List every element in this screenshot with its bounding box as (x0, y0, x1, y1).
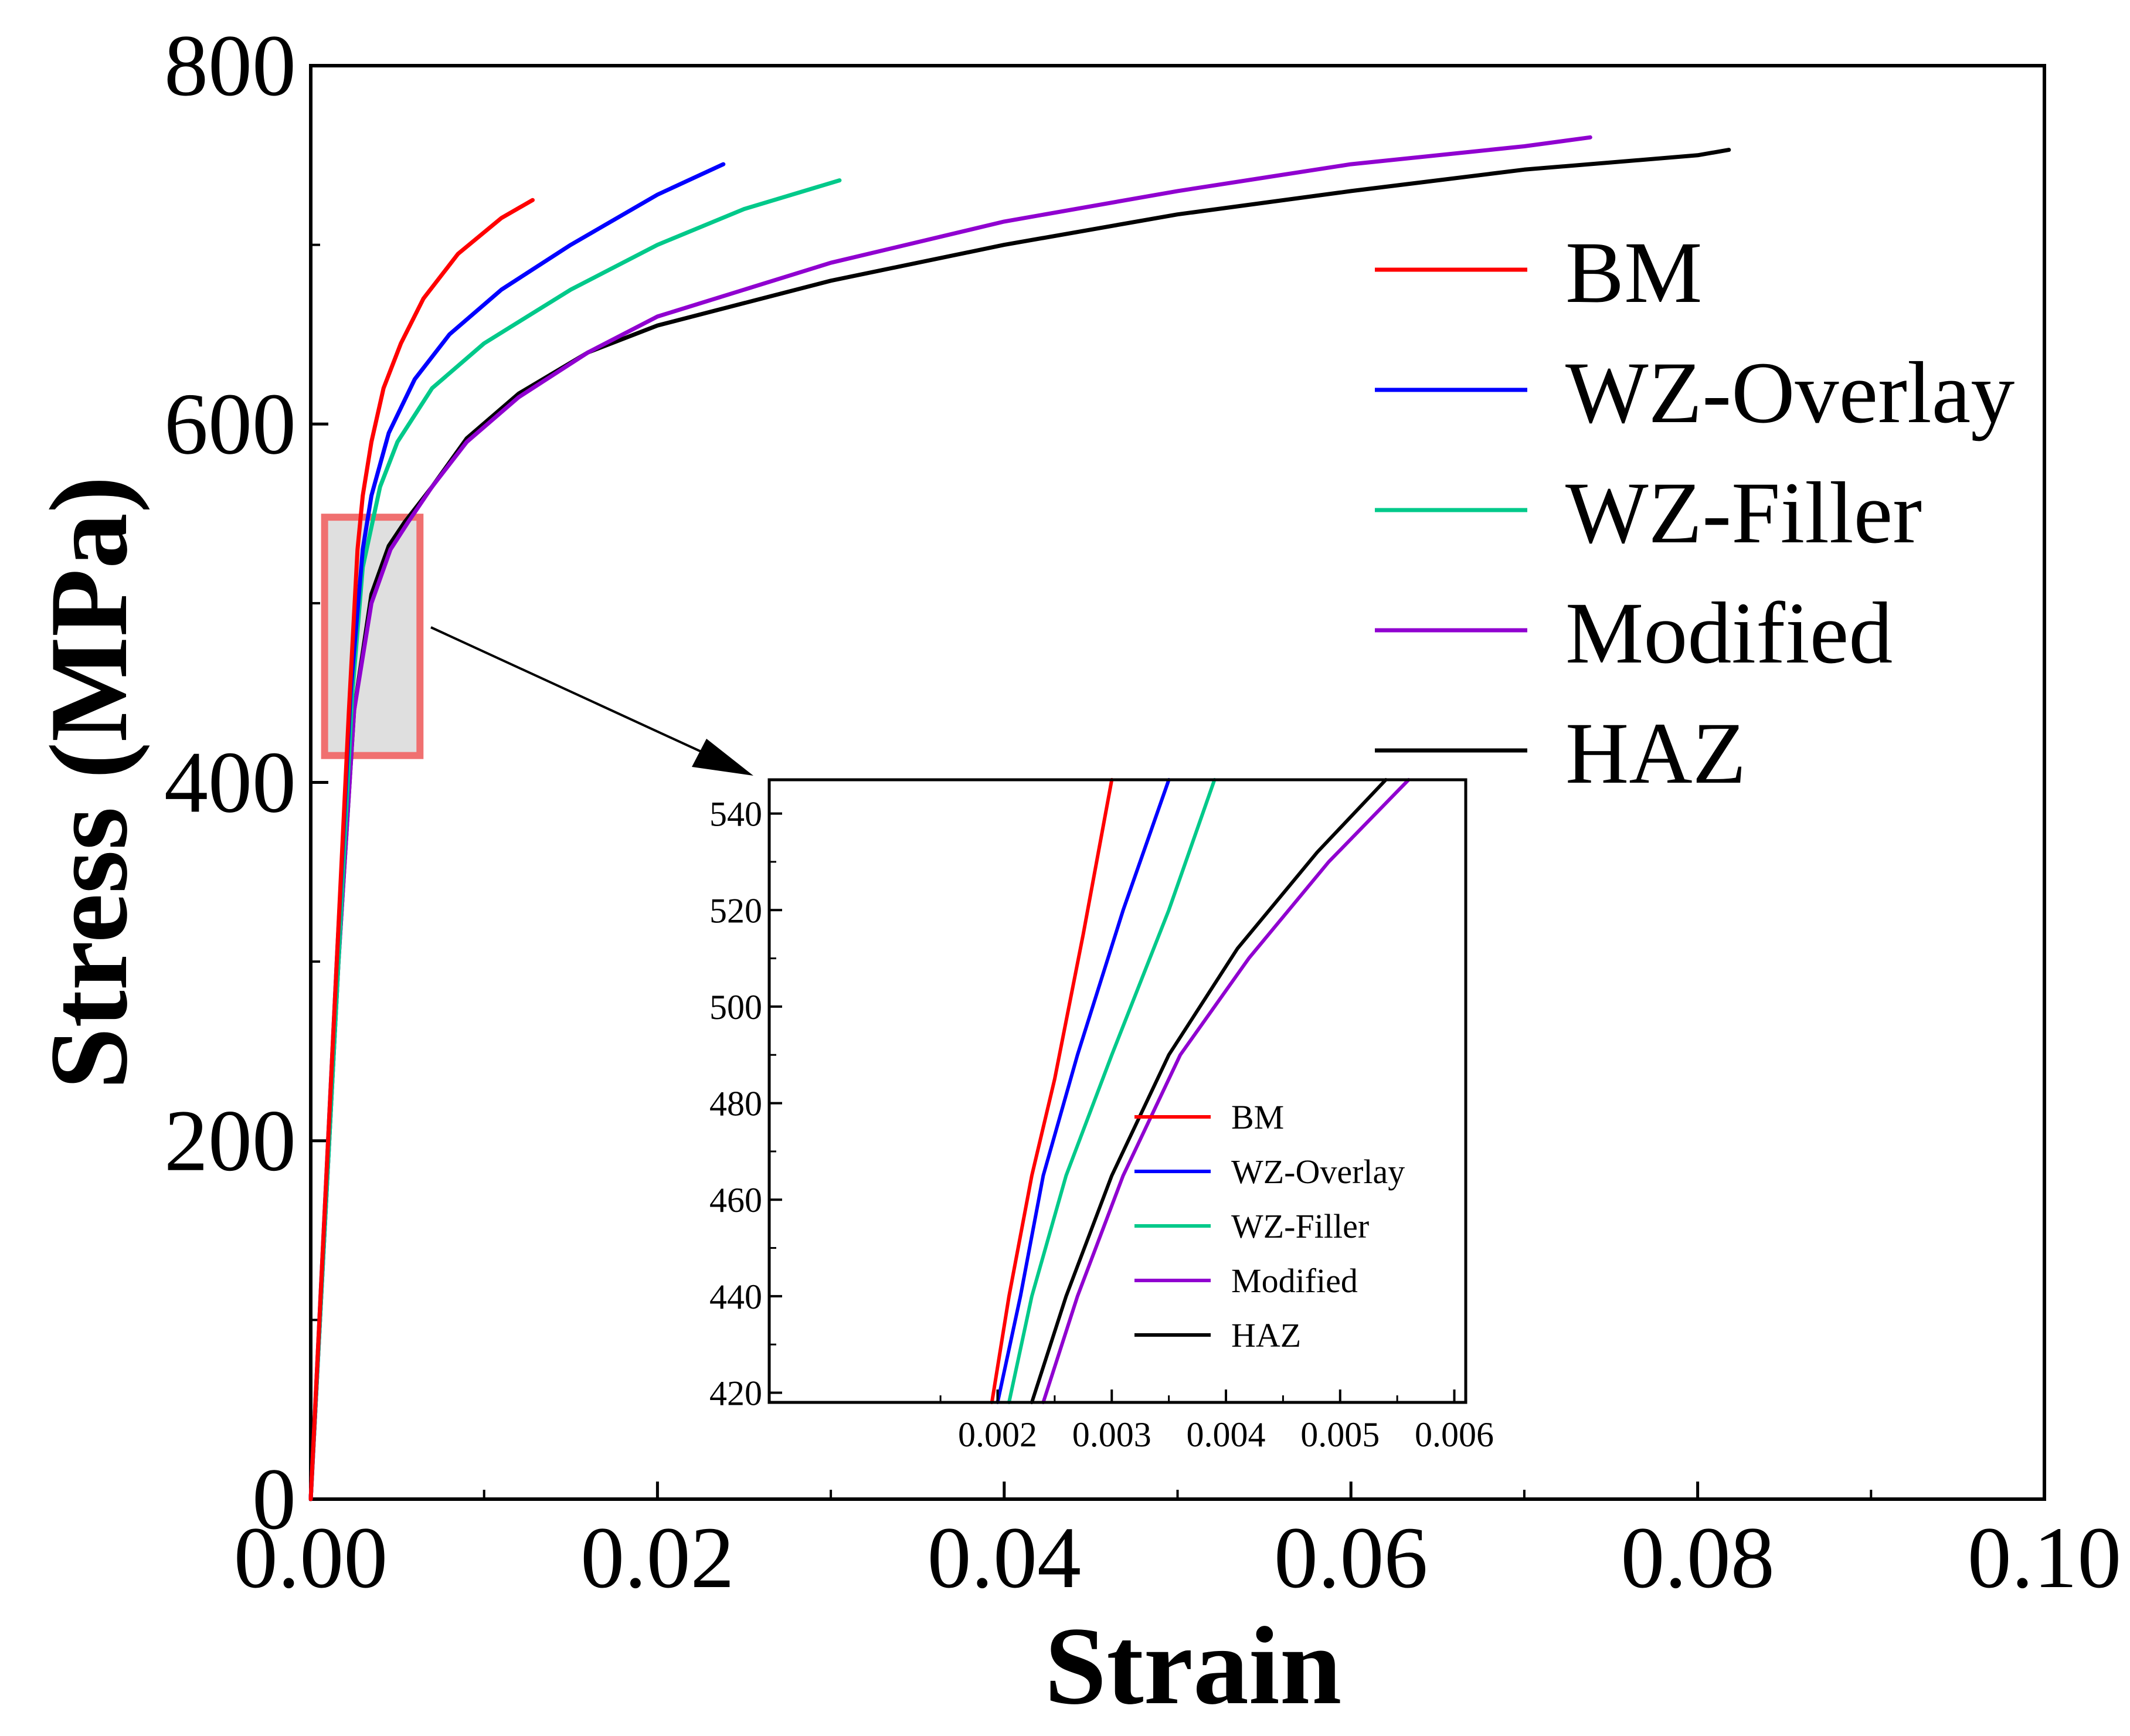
legend-label-haz: HAZ (1565, 705, 1746, 802)
inset-legend-label-wz-filler: WZ-Filler (1231, 1207, 1369, 1245)
x-tick-label: 0.02 (580, 1509, 735, 1606)
y-tick-label: 0 (252, 1450, 296, 1548)
main-tick-labels: 0.00 0.02 0.04 0.06 0.08 0.10 0 200 400 600 800 (164, 17, 2121, 1606)
inset-legend-label-bm: BM (1231, 1098, 1284, 1136)
inset-y-tick-label: 420 (709, 1374, 762, 1413)
inset-x-tick-label: 0.004 (1187, 1415, 1266, 1454)
inset-series-lines (990, 778, 1411, 1404)
inset-axis-ticks (769, 812, 1456, 1402)
legend-label-wz-overlay: WZ-Overlay (1565, 344, 2015, 441)
main-legend: BM WZ-Overlay WZ-Filler Modified HAZ (1375, 224, 2015, 802)
inset-background (769, 780, 1466, 1402)
x-tick-label: 0.06 (1274, 1509, 1428, 1606)
main-axis-ticks (309, 64, 2046, 1501)
x-tick-label: 0.08 (1621, 1509, 1775, 1606)
y-tick-label: 800 (164, 17, 296, 114)
inset-y-tick-label: 500 (709, 988, 762, 1027)
inset-y-tick-label: 520 (709, 891, 762, 930)
series-line-wz-overlay (308, 162, 726, 1501)
main-series-lines (308, 135, 1731, 1501)
x-tick-label: 0.00 (234, 1509, 388, 1606)
inset-tick-labels: 0.002 0.003 0.004 0.005 0.006 420 440 460 480 500… (709, 795, 1494, 1454)
inset-series-line-haz (1030, 778, 1388, 1404)
y-tick-label: 200 (164, 1092, 296, 1190)
inset-x-tick-label: 0.005 (1300, 1415, 1380, 1454)
inset-legend-label-wz-overlay: WZ-Overlay (1231, 1153, 1405, 1191)
y-tick-label: 400 (164, 734, 296, 831)
inset-x-tick-label: 0.002 (958, 1415, 1037, 1454)
inset-y-tick-label: 460 (709, 1181, 762, 1219)
inset-y-tick-label: 440 (709, 1278, 762, 1316)
inset-legend-label-haz: HAZ (1231, 1316, 1301, 1354)
legend-label-wz-filler: WZ-Filler (1565, 464, 1922, 562)
series-line-modified (308, 135, 1592, 1501)
series-line-bm (308, 198, 535, 1501)
inset-series-line-wz-filler (1007, 778, 1217, 1404)
x-tick-label: 0.10 (1968, 1509, 2122, 1606)
inset-y-tick-label: 540 (709, 795, 762, 834)
inset-x-tick-label: 0.006 (1415, 1415, 1494, 1454)
x-axis-title: Strain (1045, 1605, 1342, 1728)
inset-series-line-modified (1041, 778, 1411, 1404)
x-tick-label: 0.04 (928, 1509, 1082, 1606)
y-tick-label: 600 (164, 375, 296, 473)
inset-legend: BM WZ-Overlay WZ-Filler Modified HAZ (1134, 1098, 1405, 1354)
inset-series-line-bm (990, 778, 1114, 1404)
zoom-arrow (430, 626, 725, 763)
y-axis-title: Stress (MPa) (28, 476, 151, 1089)
inset-legend-label-modified: Modified (1231, 1262, 1358, 1300)
inset-plot-frame (767, 778, 1467, 1404)
legend-label-modified: Modified (1565, 585, 1893, 682)
inset-series-line-wz-overlay (996, 778, 1171, 1404)
legend-label-bm: BM (1565, 224, 1702, 321)
inset-y-tick-label: 480 (709, 1085, 762, 1123)
zoom-arrowhead (692, 739, 753, 776)
zoom-highlight-box (321, 514, 424, 759)
inset-x-tick-label: 0.003 (1072, 1415, 1151, 1454)
